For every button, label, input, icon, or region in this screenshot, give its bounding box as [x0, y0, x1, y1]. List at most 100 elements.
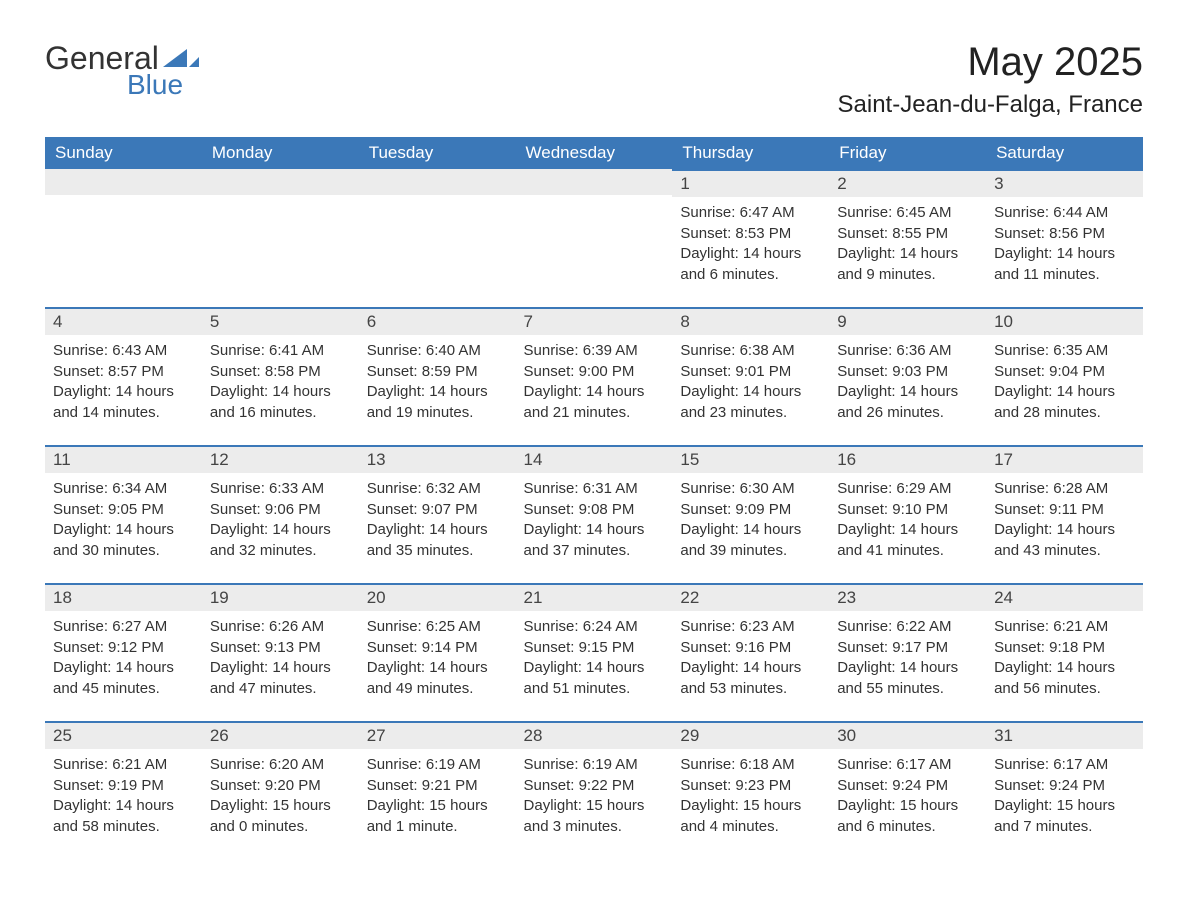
day-number: 4 [45, 307, 202, 335]
sunset-text: Sunset: 9:04 PM [994, 362, 1135, 383]
sunset-text: Sunset: 8:55 PM [837, 224, 978, 245]
day-number: 27 [359, 721, 516, 749]
sunset-text: Sunset: 9:07 PM [367, 500, 508, 521]
daylight-text: Daylight: 15 hours and 0 minutes. [210, 796, 351, 837]
sunrise-text: Sunrise: 6:32 AM [367, 479, 508, 500]
day-content: Sunrise: 6:34 AMSunset: 9:05 PMDaylight:… [45, 473, 202, 566]
day-number-row-empty [516, 169, 673, 195]
sunrise-text: Sunrise: 6:39 AM [524, 341, 665, 362]
day-number-row-empty [45, 169, 202, 195]
daylight-text: Daylight: 14 hours and 21 minutes. [524, 382, 665, 423]
day-content: Sunrise: 6:21 AMSunset: 9:18 PMDaylight:… [986, 611, 1143, 704]
day-number: 22 [672, 583, 829, 611]
header: General Blue May 2025 Saint-Jean-du-Falg… [45, 40, 1143, 119]
day-number: 29 [672, 721, 829, 749]
sunset-text: Sunset: 8:58 PM [210, 362, 351, 383]
day-content: Sunrise: 6:32 AMSunset: 9:07 PMDaylight:… [359, 473, 516, 566]
daylight-text: Daylight: 14 hours and 56 minutes. [994, 658, 1135, 699]
daylight-text: Daylight: 14 hours and 47 minutes. [210, 658, 351, 699]
day-number: 11 [45, 445, 202, 473]
day-number: 2 [829, 169, 986, 197]
sunrise-text: Sunrise: 6:44 AM [994, 203, 1135, 224]
sunrise-text: Sunrise: 6:28 AM [994, 479, 1135, 500]
day-content: Sunrise: 6:20 AMSunset: 9:20 PMDaylight:… [202, 749, 359, 842]
daylight-text: Daylight: 14 hours and 23 minutes. [680, 382, 821, 423]
day-content: Sunrise: 6:29 AMSunset: 9:10 PMDaylight:… [829, 473, 986, 566]
calendar-cell: 17Sunrise: 6:28 AMSunset: 9:11 PMDayligh… [986, 445, 1143, 583]
day-content: Sunrise: 6:24 AMSunset: 9:15 PMDaylight:… [516, 611, 673, 704]
sunrise-text: Sunrise: 6:21 AM [53, 755, 194, 776]
calendar-cell: 22Sunrise: 6:23 AMSunset: 9:16 PMDayligh… [672, 583, 829, 721]
day-number: 25 [45, 721, 202, 749]
daylight-text: Daylight: 15 hours and 7 minutes. [994, 796, 1135, 837]
weekday-header: Thursday [672, 137, 829, 169]
day-content: Sunrise: 6:43 AMSunset: 8:57 PMDaylight:… [45, 335, 202, 428]
day-number: 18 [45, 583, 202, 611]
daylight-text: Daylight: 14 hours and 45 minutes. [53, 658, 194, 699]
day-content: Sunrise: 6:25 AMSunset: 9:14 PMDaylight:… [359, 611, 516, 704]
day-number: 20 [359, 583, 516, 611]
location: Saint-Jean-du-Falga, France [838, 91, 1143, 119]
calendar-week: 1Sunrise: 6:47 AMSunset: 8:53 PMDaylight… [45, 169, 1143, 307]
day-content: Sunrise: 6:36 AMSunset: 9:03 PMDaylight:… [829, 335, 986, 428]
daylight-text: Daylight: 14 hours and 58 minutes. [53, 796, 194, 837]
sunrise-text: Sunrise: 6:41 AM [210, 341, 351, 362]
weekday-header: Friday [829, 137, 986, 169]
day-number: 8 [672, 307, 829, 335]
sunset-text: Sunset: 8:59 PM [367, 362, 508, 383]
sunrise-text: Sunrise: 6:34 AM [53, 479, 194, 500]
daylight-text: Daylight: 14 hours and 51 minutes. [524, 658, 665, 699]
sunrise-text: Sunrise: 6:20 AM [210, 755, 351, 776]
sunrise-text: Sunrise: 6:26 AM [210, 617, 351, 638]
day-content: Sunrise: 6:27 AMSunset: 9:12 PMDaylight:… [45, 611, 202, 704]
calendar-table: SundayMondayTuesdayWednesdayThursdayFrid… [45, 137, 1143, 859]
calendar-cell [202, 169, 359, 307]
sunrise-text: Sunrise: 6:43 AM [53, 341, 194, 362]
calendar-cell: 31Sunrise: 6:17 AMSunset: 9:24 PMDayligh… [986, 721, 1143, 859]
day-number: 19 [202, 583, 359, 611]
calendar-cell: 8Sunrise: 6:38 AMSunset: 9:01 PMDaylight… [672, 307, 829, 445]
calendar-week: 4Sunrise: 6:43 AMSunset: 8:57 PMDaylight… [45, 307, 1143, 445]
sunset-text: Sunset: 9:09 PM [680, 500, 821, 521]
sunrise-text: Sunrise: 6:21 AM [994, 617, 1135, 638]
calendar-cell: 4Sunrise: 6:43 AMSunset: 8:57 PMDaylight… [45, 307, 202, 445]
day-content: Sunrise: 6:31 AMSunset: 9:08 PMDaylight:… [516, 473, 673, 566]
calendar-cell: 1Sunrise: 6:47 AMSunset: 8:53 PMDaylight… [672, 169, 829, 307]
day-number: 30 [829, 721, 986, 749]
day-number: 24 [986, 583, 1143, 611]
day-number: 28 [516, 721, 673, 749]
calendar-cell [516, 169, 673, 307]
month-title: May 2025 [838, 40, 1143, 85]
logo-text-blue: Blue [127, 69, 183, 101]
sunset-text: Sunset: 9:20 PM [210, 776, 351, 797]
day-number-row-empty [202, 169, 359, 195]
weekday-header: Wednesday [516, 137, 673, 169]
day-number-row-empty [359, 169, 516, 195]
daylight-text: Daylight: 15 hours and 6 minutes. [837, 796, 978, 837]
calendar-cell: 12Sunrise: 6:33 AMSunset: 9:06 PMDayligh… [202, 445, 359, 583]
sunset-text: Sunset: 9:23 PM [680, 776, 821, 797]
weekday-header: Tuesday [359, 137, 516, 169]
calendar-cell: 16Sunrise: 6:29 AMSunset: 9:10 PMDayligh… [829, 445, 986, 583]
daylight-text: Daylight: 15 hours and 3 minutes. [524, 796, 665, 837]
day-number: 9 [829, 307, 986, 335]
sunset-text: Sunset: 9:19 PM [53, 776, 194, 797]
sunrise-text: Sunrise: 6:18 AM [680, 755, 821, 776]
daylight-text: Daylight: 14 hours and 55 minutes. [837, 658, 978, 699]
calendar-cell: 9Sunrise: 6:36 AMSunset: 9:03 PMDaylight… [829, 307, 986, 445]
sunset-text: Sunset: 9:17 PM [837, 638, 978, 659]
sunrise-text: Sunrise: 6:30 AM [680, 479, 821, 500]
sunset-text: Sunset: 9:22 PM [524, 776, 665, 797]
day-number: 21 [516, 583, 673, 611]
calendar-cell: 7Sunrise: 6:39 AMSunset: 9:00 PMDaylight… [516, 307, 673, 445]
sunset-text: Sunset: 9:24 PM [994, 776, 1135, 797]
day-content: Sunrise: 6:33 AMSunset: 9:06 PMDaylight:… [202, 473, 359, 566]
daylight-text: Daylight: 14 hours and 49 minutes. [367, 658, 508, 699]
calendar-cell: 3Sunrise: 6:44 AMSunset: 8:56 PMDaylight… [986, 169, 1143, 307]
calendar-cell: 18Sunrise: 6:27 AMSunset: 9:12 PMDayligh… [45, 583, 202, 721]
daylight-text: Daylight: 14 hours and 19 minutes. [367, 382, 508, 423]
calendar-cell: 6Sunrise: 6:40 AMSunset: 8:59 PMDaylight… [359, 307, 516, 445]
daylight-text: Daylight: 14 hours and 30 minutes. [53, 520, 194, 561]
sunrise-text: Sunrise: 6:35 AM [994, 341, 1135, 362]
sunset-text: Sunset: 9:00 PM [524, 362, 665, 383]
